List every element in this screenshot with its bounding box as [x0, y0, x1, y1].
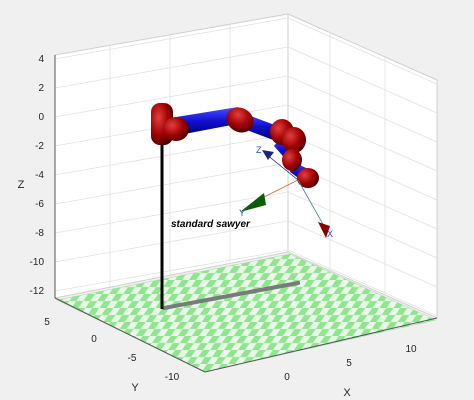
z-gridline-left: [54, 46, 289, 89]
z-tick-label: -12: [30, 286, 45, 297]
tool-frame-y-label: Y: [239, 208, 245, 218]
y-tick-label: 0: [91, 334, 97, 345]
x-tick-label: 0: [284, 372, 290, 383]
robot-joint-shoulder: [163, 117, 189, 141]
z-tick-label: 2: [38, 83, 44, 94]
y-axis-title: Y: [131, 382, 139, 394]
z-gridline-left: [54, 249, 289, 292]
z-tick-label: -10: [30, 257, 45, 268]
z-tick-label: -8: [35, 228, 44, 239]
axes-box: [54, 13, 438, 319]
x-tick-label: 5: [346, 358, 352, 369]
x-tick-label: 10: [405, 344, 417, 355]
z-gridline-left: [54, 133, 289, 176]
z-tick-label: -2: [35, 141, 44, 152]
z-gridline-left: [54, 17, 289, 60]
tool-frame-z-axis: [265, 153, 299, 181]
x-axis-title: X: [343, 387, 351, 399]
y-axis-line: [54, 297, 206, 373]
z-tick-label: -6: [35, 199, 44, 210]
z-gridline-right: [287, 133, 438, 201]
z-tick-label: 4: [38, 54, 44, 65]
axis-edges: [54, 55, 438, 373]
robot-base-shadow: [162, 281, 300, 310]
tool-frame-z-arrow: [262, 150, 274, 160]
tool-frame: X Y Z: [239, 145, 333, 239]
tool-frame-z-label: Z: [256, 145, 262, 155]
robot-name-label: standard sawyer: [171, 219, 251, 230]
z-gridline-right: [287, 104, 438, 172]
robot-joint-elbow-a: [226, 107, 254, 133]
x-tick-labels: 0 5 10: [284, 344, 417, 383]
z-gridline-right: [287, 75, 438, 143]
z-gridline-right: [287, 249, 438, 317]
robot-joint-wrist-a: [282, 149, 302, 171]
z-tick-labels: 4 2 0 -2 -4 -6 -8 -10 -12: [30, 54, 45, 297]
y-tick-label: -5: [128, 353, 137, 364]
robot-joint-wrist-b: [297, 168, 319, 188]
z-gridline-right: [287, 17, 438, 85]
tool-frame-x-axis: [297, 179, 325, 227]
z-tick-label: 0: [38, 112, 44, 123]
grid-lines: [54, 17, 438, 317]
tool-frame-x-label: X: [327, 229, 333, 239]
y-tick-label: 5: [44, 317, 50, 328]
z-gridline-left: [54, 75, 289, 118]
z-gridline-right: [287, 191, 438, 259]
y-tick-label: -10: [165, 372, 180, 383]
x-axis-line: [204, 317, 438, 373]
sawyer-robot: [151, 103, 319, 310]
z-gridline-left: [54, 162, 289, 205]
tool-frame-y-axis: [257, 179, 299, 201]
robot-joint-elbow-c: [282, 127, 306, 153]
tool-frame-x-arrow: [318, 222, 330, 238]
z-gridline-left: [54, 220, 289, 263]
z-axis-title: Z: [18, 179, 25, 191]
back-left-wall: [54, 13, 289, 299]
z-gridline-left: [54, 191, 289, 234]
z-gridline-right: [287, 46, 438, 114]
y-tick-labels: 5 0 -5 -10: [44, 317, 179, 383]
z-gridline-right: [287, 220, 438, 288]
z-tick-label: -4: [35, 170, 44, 181]
tool-frame-y-arrow: [240, 193, 266, 212]
